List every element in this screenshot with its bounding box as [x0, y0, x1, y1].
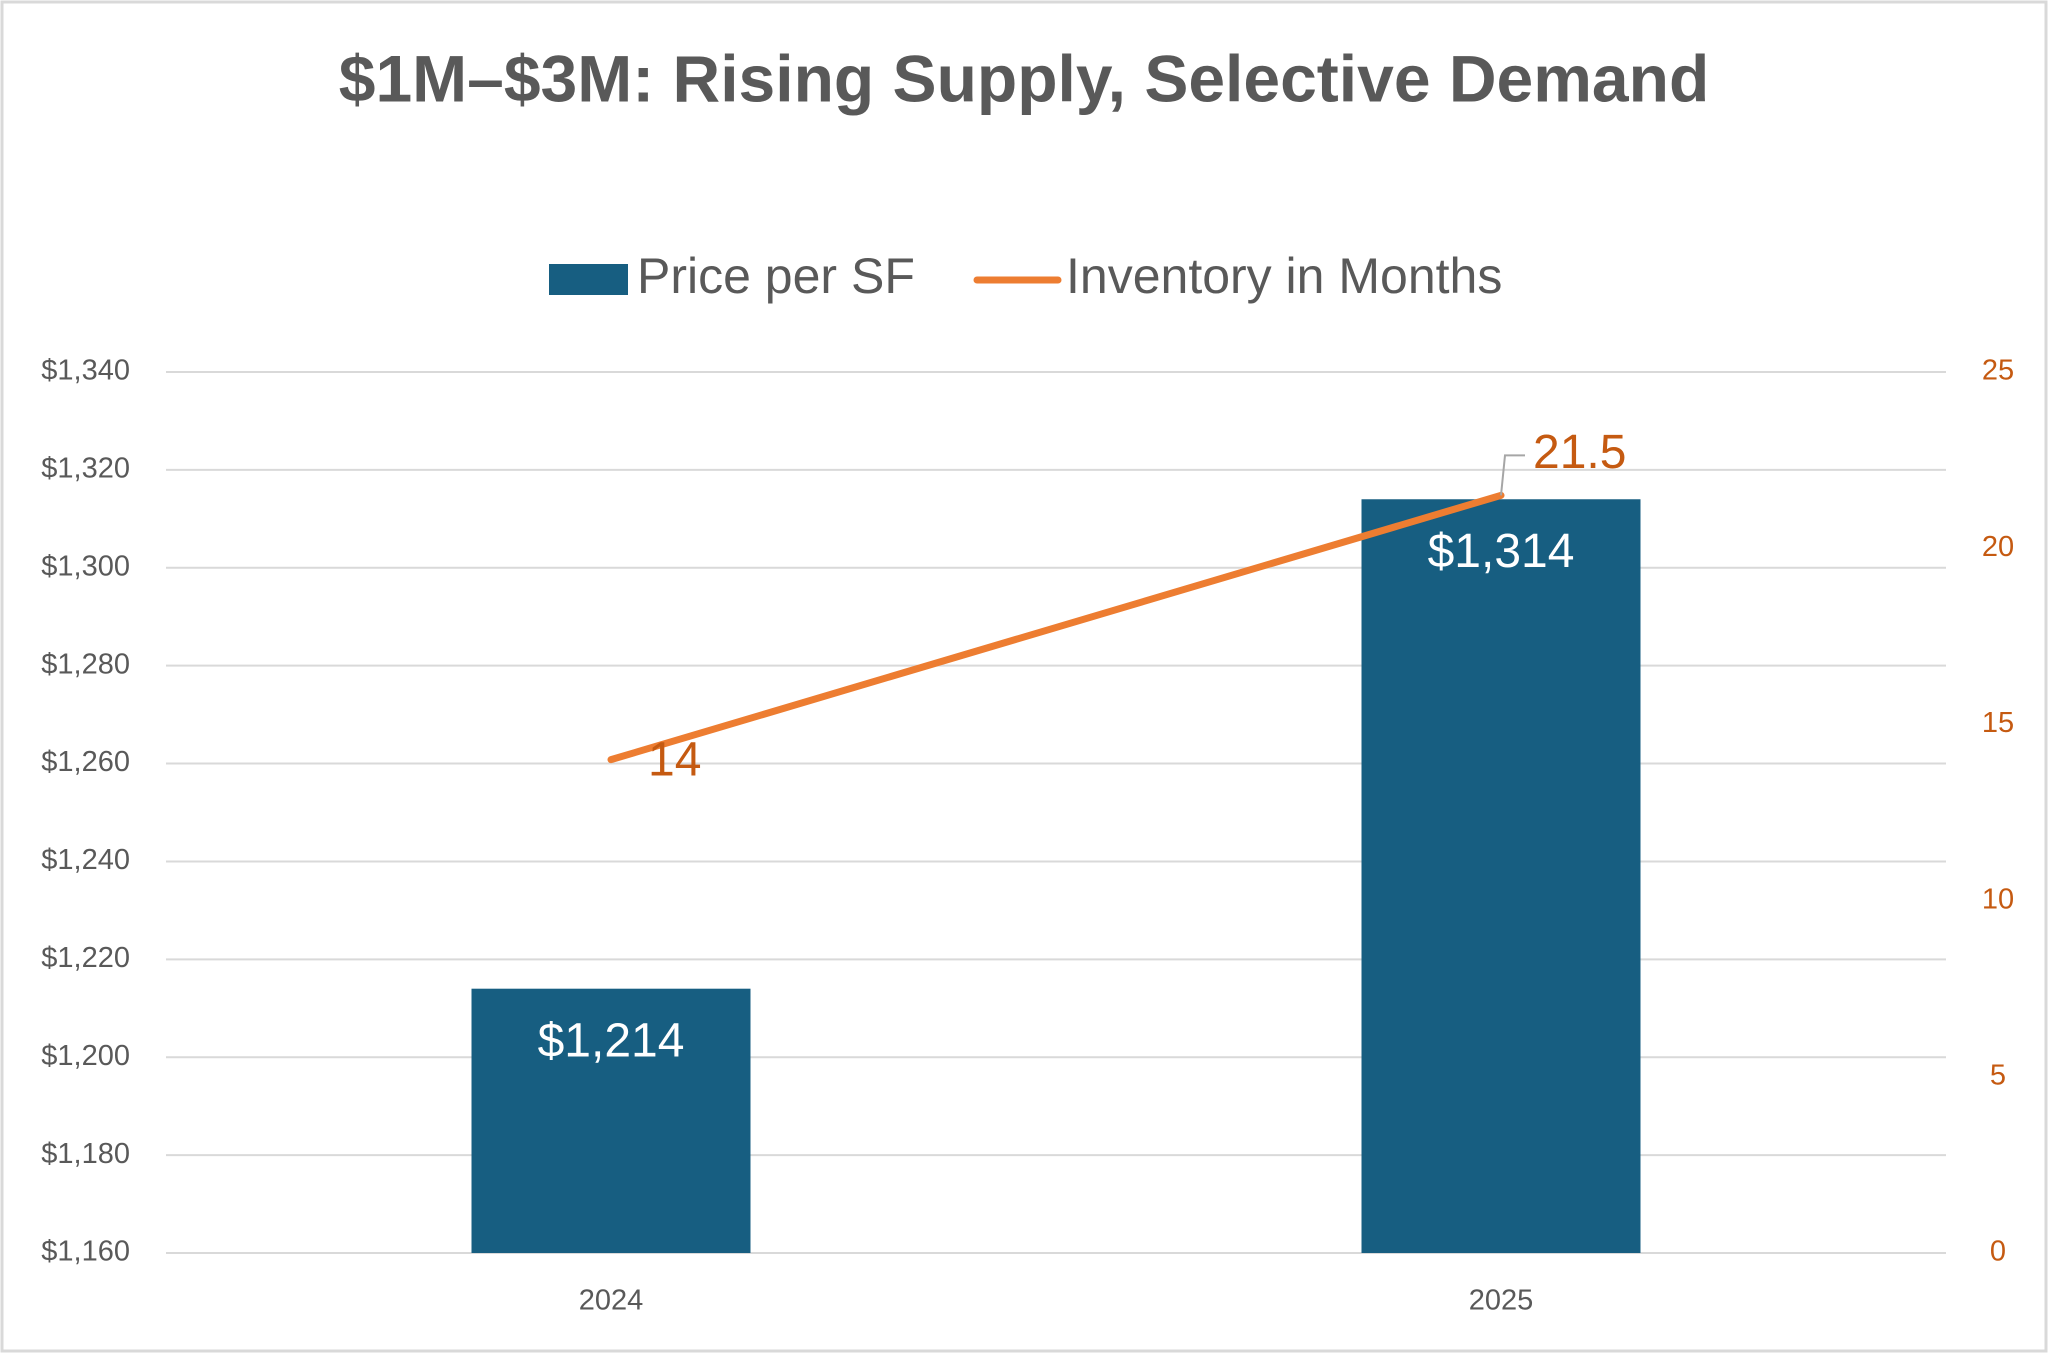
x-tick-label: 2024	[579, 1285, 644, 1317]
y-tick-label: $1,180	[41, 1138, 130, 1170]
y2-tick-label: 0	[1990, 1236, 2006, 1268]
line-value-label: 21.5	[1533, 426, 1626, 479]
bar	[1361, 499, 1641, 1253]
legend-label: Price per SF	[637, 248, 915, 304]
line	[607, 491, 1505, 764]
bar-value-label: $1,314	[1428, 525, 1575, 578]
leader-line	[1500, 454, 1525, 496]
y-tick-label: $1,280	[41, 648, 130, 680]
y-tick-label: $1,220	[41, 942, 130, 974]
x-tick-label: 2025	[1469, 1285, 1534, 1317]
y2-tick-label: 20	[1982, 531, 2014, 563]
chart-title: $1M–$3M: Rising Supply, Selective Demand	[339, 41, 1710, 115]
y-tick-label: $1,340	[41, 355, 130, 387]
y-tick-label: $1,320	[41, 453, 130, 485]
y-tick-label: $1,260	[41, 746, 130, 778]
bar-value-label: $1,214	[538, 1014, 685, 1067]
legend-swatch	[549, 264, 628, 295]
y2-tick-label: 15	[1982, 707, 2014, 739]
y-tick-label: $1,300	[41, 550, 130, 582]
y-tick-label: $1,160	[41, 1236, 130, 1268]
line-value-label: 14	[648, 733, 701, 786]
y-tick-label: $1,200	[41, 1040, 130, 1072]
y-tick-label: $1,240	[41, 844, 130, 876]
legend-label: Inventory in Months	[1066, 248, 1502, 304]
y2-tick-label: 5	[1990, 1059, 2006, 1091]
y2-tick-label: 25	[1982, 355, 2014, 387]
bar	[471, 988, 751, 1253]
y2-tick-label: 10	[1982, 883, 2014, 915]
